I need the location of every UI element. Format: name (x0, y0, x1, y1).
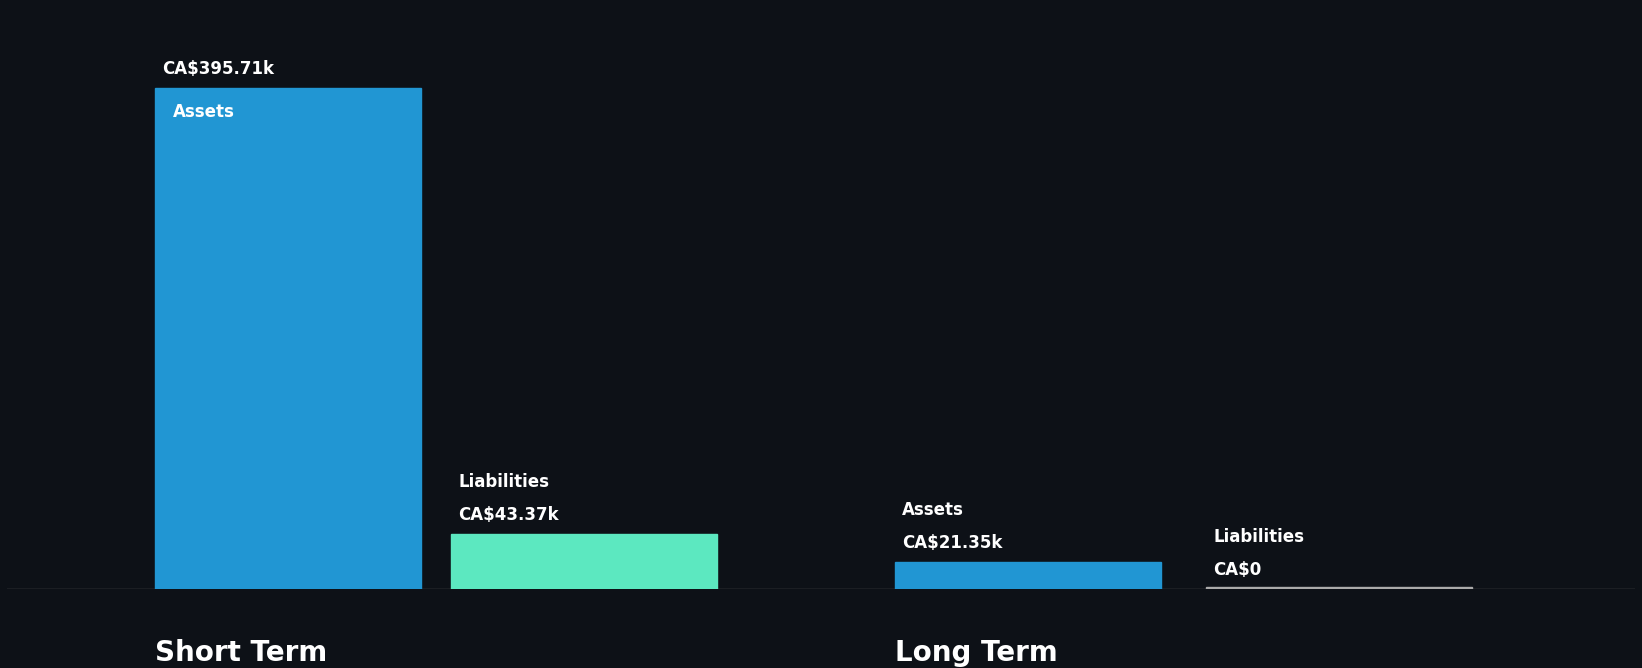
Bar (895, 562, 1161, 589)
Bar (154, 88, 422, 589)
Text: Assets: Assets (903, 501, 964, 519)
Bar (452, 534, 718, 589)
Text: Short Term: Short Term (154, 639, 327, 667)
Text: CA$21.35k: CA$21.35k (903, 534, 1003, 552)
Text: Assets: Assets (172, 104, 235, 122)
Text: Liabilities: Liabilities (1213, 528, 1304, 546)
Text: Liabilities: Liabilities (458, 474, 550, 492)
Bar (1205, 587, 1473, 589)
Text: CA$43.37k: CA$43.37k (458, 506, 558, 524)
Text: CA$0: CA$0 (1213, 561, 1261, 578)
Text: CA$395.71k: CA$395.71k (163, 60, 274, 78)
Text: Long Term: Long Term (895, 639, 1057, 667)
